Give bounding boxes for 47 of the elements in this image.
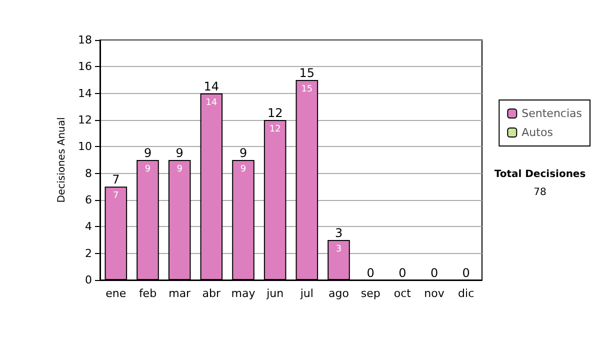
x-tick-label: jun	[266, 287, 284, 300]
total-label: 0	[366, 266, 374, 280]
data-label: 7	[113, 191, 119, 202]
total-label: 0	[398, 266, 406, 280]
y-axis-title: Decisiones Anual	[56, 117, 68, 203]
x-tick-label: feb	[138, 287, 157, 300]
total-label: 7	[112, 172, 120, 187]
data-label: 9	[144, 164, 151, 174]
legend-label: Autos	[522, 126, 554, 139]
total-label: 9	[176, 146, 184, 160]
data-label: 9	[176, 164, 183, 174]
x-tick-label: sep	[360, 287, 380, 300]
data-label: 3	[336, 244, 342, 254]
x-tick-label: oct	[394, 287, 412, 300]
y-tick-label: 6	[85, 194, 92, 206]
total-label: 15	[299, 66, 315, 80]
total-label: 3	[334, 226, 343, 240]
x-tick-label: jul	[299, 287, 314, 300]
y-tick-label: 18	[78, 34, 92, 46]
total-label: 0	[430, 266, 438, 280]
total-label: 14	[204, 79, 220, 94]
total-label: 9	[144, 146, 152, 160]
data-label: 14	[206, 98, 218, 108]
total-label: 0	[462, 266, 470, 280]
text: 78	[532, 186, 548, 200]
y-tick-label: 2	[85, 246, 92, 260]
data-label: 12	[269, 124, 281, 134]
x-tick-label: ago	[328, 287, 350, 300]
data-label: 15	[301, 84, 313, 94]
text: Total Decisiones	[493, 168, 587, 182]
y-tick-label: 16	[78, 60, 92, 74]
y-tick-label: 12	[78, 114, 92, 126]
x-tick-label: mar	[168, 287, 192, 300]
y-tick-label: 8	[85, 166, 92, 180]
y-tick-label: 4	[85, 220, 92, 234]
total-label: 12	[267, 106, 283, 120]
x-tick-label: nov	[424, 287, 445, 300]
x-tick-label: dic	[458, 287, 474, 300]
x-tick-label: may	[231, 287, 256, 300]
x-tick-label: ene	[106, 287, 126, 300]
legend-label: Sentencias	[522, 107, 582, 120]
y-tick-label: 10	[78, 140, 92, 154]
total-label: 9	[239, 146, 248, 160]
data-label: 9	[240, 164, 246, 174]
y-tick-label: 14	[78, 86, 92, 100]
y-tick-label: 0	[85, 274, 92, 286]
x-tick-label: abr	[202, 287, 222, 300]
